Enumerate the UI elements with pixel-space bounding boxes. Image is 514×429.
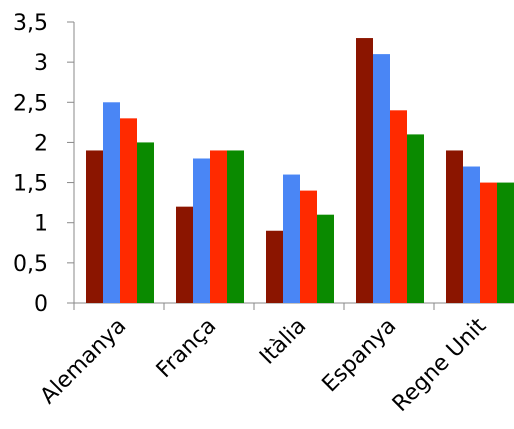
category-label: Itàlia xyxy=(255,314,311,370)
bars xyxy=(86,38,514,304)
bar-series-4-espanya xyxy=(407,134,424,303)
bar-series-1-itàlia xyxy=(266,230,283,303)
y-tick-label: 3 xyxy=(34,51,48,76)
bar-series-4-regne-unit xyxy=(497,182,514,303)
y-tick-label: 0,5 xyxy=(13,252,48,277)
category-label: Espanya xyxy=(318,314,402,398)
bar-series-2-regne-unit xyxy=(463,166,480,303)
y-axis: 0 0,5 1 1,5 2 2,5 3 3,5 xyxy=(13,11,75,317)
y-tick-label: 1 xyxy=(34,212,48,237)
bar-series-1-espanya xyxy=(356,38,373,304)
y-tick-label: 1,5 xyxy=(13,172,48,197)
y-tick-label: 2,5 xyxy=(13,91,48,116)
bar-series-2-espanya xyxy=(373,54,390,303)
category-label: Regne Unit xyxy=(388,313,492,417)
bar-series-4-frança xyxy=(227,150,244,303)
y-tick-label: 0 xyxy=(34,292,48,317)
y-tick-label: 3,5 xyxy=(13,11,48,36)
bar-series-3-alemanya xyxy=(120,118,137,303)
bar-series-1-frança xyxy=(176,206,193,303)
bar-series-3-frança xyxy=(210,150,227,303)
bar-series-2-frança xyxy=(193,158,210,303)
x-axis xyxy=(73,302,514,310)
bar-series-1-regne-unit xyxy=(446,150,463,303)
bar-series-1-alemanya xyxy=(86,150,103,303)
bar-series-3-itàlia xyxy=(300,190,317,303)
category-label: Alemanya xyxy=(36,314,132,410)
bar-series-2-alemanya xyxy=(103,102,120,304)
bar-series-3-espanya xyxy=(390,110,407,303)
bar-series-2-itàlia xyxy=(283,174,300,303)
category-label: França xyxy=(152,314,221,383)
bar-series-3-regne-unit xyxy=(480,182,497,303)
bar-series-4-itàlia xyxy=(317,214,334,303)
y-tick-label: 2 xyxy=(34,131,48,156)
bar-series-4-alemanya xyxy=(137,142,154,303)
